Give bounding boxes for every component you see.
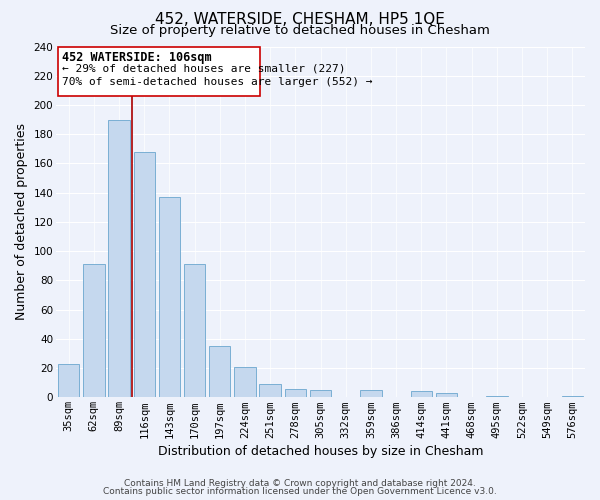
Bar [360,390,382,398]
Bar [436,393,457,398]
Text: 452, WATERSIDE, CHESHAM, HP5 1QE: 452, WATERSIDE, CHESHAM, HP5 1QE [155,12,445,28]
Bar [159,197,180,398]
Text: 70% of semi-detached houses are larger (552) →: 70% of semi-detached houses are larger (… [62,77,373,87]
Bar [109,120,130,398]
Bar [284,388,306,398]
Text: Contains public sector information licensed under the Open Government Licence v3: Contains public sector information licen… [103,487,497,496]
Bar [486,396,508,398]
Y-axis label: Number of detached properties: Number of detached properties [15,124,28,320]
Text: Contains HM Land Registry data © Crown copyright and database right 2024.: Contains HM Land Registry data © Crown c… [124,478,476,488]
Bar [184,264,205,398]
Bar [410,392,432,398]
Bar [134,152,155,398]
Text: ← 29% of detached houses are smaller (227): ← 29% of detached houses are smaller (22… [62,64,346,74]
Bar [209,346,230,398]
Bar [259,384,281,398]
FancyBboxPatch shape [58,46,260,96]
Bar [83,264,104,398]
Text: Size of property relative to detached houses in Chesham: Size of property relative to detached ho… [110,24,490,37]
Bar [310,390,331,398]
Bar [234,366,256,398]
Bar [562,396,583,398]
Bar [58,364,79,398]
X-axis label: Distribution of detached houses by size in Chesham: Distribution of detached houses by size … [158,444,483,458]
Text: 452 WATERSIDE: 106sqm: 452 WATERSIDE: 106sqm [62,51,212,64]
